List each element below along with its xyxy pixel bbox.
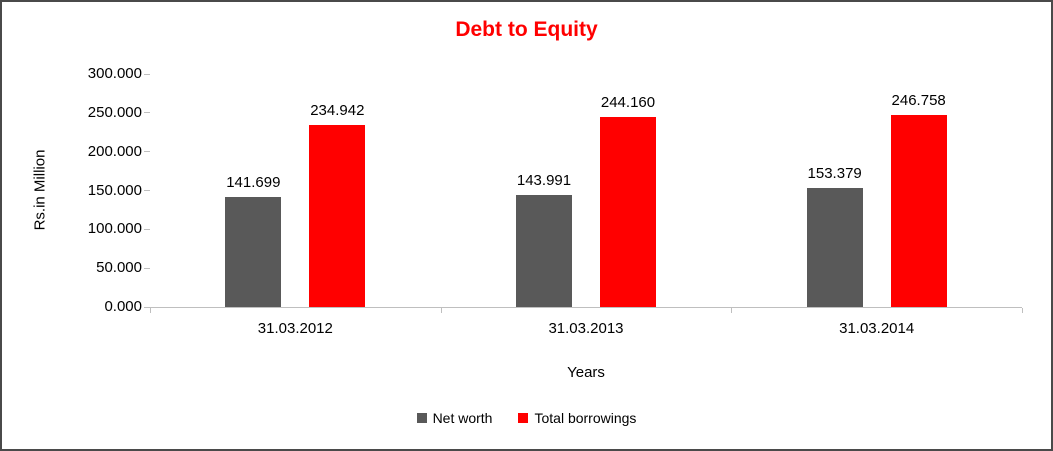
y-tick-label: 100.000 — [87, 220, 142, 238]
y-tick-label: 50.000 — [96, 259, 142, 277]
x-tick-label: 31.03.2014 — [839, 320, 915, 337]
bar-value-label: 153.379 — [807, 164, 862, 182]
plot-area: 141.699 234.942 143.991 244.160 153.379 246.7… — [150, 74, 1022, 308]
y-tick-mark — [144, 73, 150, 75]
chart-title: Debt to Equity — [455, 18, 598, 41]
bar-value-label: 234.942 — [310, 101, 365, 119]
bar-net-worth — [516, 195, 572, 307]
legend: Net worth Total borrowings — [2, 410, 1051, 426]
y-tick-label: 150.000 — [87, 181, 142, 199]
y-tick-label: 300.000 — [87, 65, 142, 82]
legend-item-net-worth: Net worth — [416, 410, 493, 426]
bar-total-borrowings — [309, 124, 366, 307]
x-tick-mark — [731, 308, 733, 313]
y-tick-mark — [144, 151, 150, 153]
bar-total-borrowings — [890, 115, 947, 307]
x-axis-title: Years — [567, 364, 605, 381]
bar-value-label: 141.699 — [226, 173, 281, 191]
legend-label: Net worth — [432, 410, 493, 426]
y-tick-mark — [144, 267, 150, 269]
y-tick-mark — [144, 190, 150, 191]
legend-swatch-net-worth — [416, 413, 427, 423]
bar-value-label: 244.160 — [600, 94, 656, 112]
x-tick-label: 31.03.2012 — [257, 320, 333, 337]
bar-total-borrowings — [600, 117, 656, 307]
bar-value-label: 246.758 — [891, 92, 946, 110]
x-tick-mark — [1022, 308, 1023, 313]
y-tick-label: 200.000 — [87, 142, 142, 160]
legend-item-total-borrowings: Total borrowings — [518, 410, 636, 426]
bar-net-worth — [806, 187, 863, 307]
y-tick-mark — [144, 112, 150, 114]
legend-label: Total borrowings — [534, 410, 637, 426]
y-tick-mark — [144, 228, 150, 230]
y-tick-mark — [144, 306, 150, 308]
bar-value-label: 143.991 — [516, 172, 572, 190]
bar-net-worth — [225, 196, 282, 307]
y-tick-label: 250.000 — [87, 103, 142, 121]
x-tick-mark — [440, 308, 442, 313]
x-tick-label: 31.03.2013 — [548, 320, 624, 337]
x-tick-mark — [150, 308, 151, 313]
y-tick-label: 0.000 — [104, 298, 142, 315]
legend-swatch-total-borrowings — [518, 413, 529, 423]
